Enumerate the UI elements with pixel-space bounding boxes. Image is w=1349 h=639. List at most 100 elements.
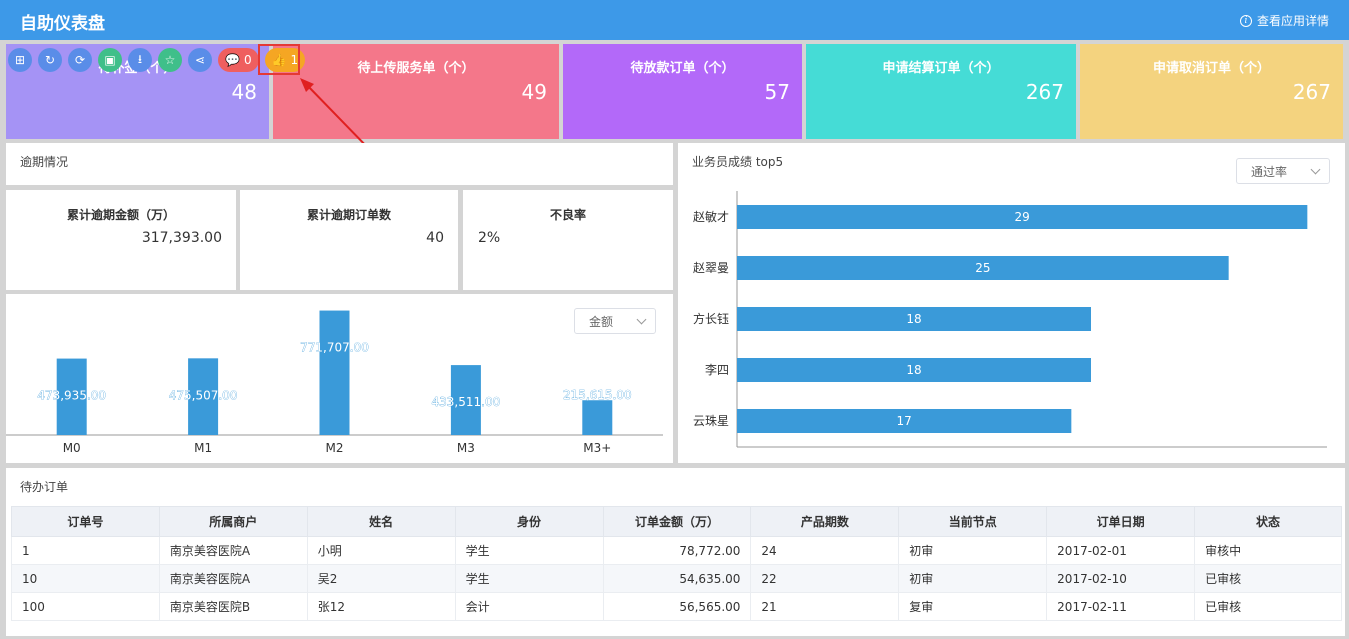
table-cell: 24 <box>750 536 900 565</box>
data-label: 771,707.00 <box>300 341 369 355</box>
column-header[interactable]: 订单日期 <box>1046 506 1196 537</box>
bar-4 <box>737 409 1072 433</box>
table-cell: 56,565.00 <box>602 592 752 621</box>
kpi-label: 待上传服务单（个） <box>357 61 475 76</box>
stat-value: 40 <box>426 230 444 246</box>
data-label: 18 <box>906 312 921 326</box>
bar-0 <box>737 205 1308 229</box>
table-cell: 初审 <box>898 564 1048 593</box>
kpi-value: 49 <box>521 80 547 104</box>
kpi-card-settlement[interactable]: 申请结算订单（个） 267 <box>806 44 1076 139</box>
kpi-card-cancel[interactable]: 申请取消订单（个） 267 <box>1080 44 1343 139</box>
data-label: 475,507.00 <box>169 388 238 402</box>
comment-button[interactable]: 💬 0 <box>218 48 259 72</box>
bar-M3 <box>450 365 481 435</box>
reload-icon: ⟳ <box>74 53 86 67</box>
stat-bad-rate: 不良率 2% <box>463 190 673 290</box>
download-button[interactable]: ⭳ <box>128 48 152 72</box>
table-header-row: 订单号 所属商户 姓名 身份 订单金额（万） 产品期数 当前节点 订单日期 状态 <box>11 506 1342 537</box>
kpi-value: 267 <box>1025 80 1064 104</box>
data-label: 18 <box>906 363 921 377</box>
table-row[interactable]: 100 南京美容医院B 张12 会计 56,565.00 21 复审 2017-02-11 已审… <box>11 592 1342 621</box>
table-cell: 2017-02-01 <box>1046 536 1196 565</box>
table-cell: 小明 <box>306 536 456 565</box>
comment-icon: 💬 <box>225 53 240 67</box>
salesman-panel: 业务员成绩 top5 通过率 29 赵敏才 25 赵翠曼 18 方长钰 18 李四 17 云珠星 <box>678 143 1345 463</box>
kpi-card-pending-loan[interactable]: 待放款订单（个） 57 <box>563 44 802 139</box>
table-row[interactable]: 1 南京美容医院A 小明 学生 78,772.00 24 初审 2017-02-01 审核中 <box>11 536 1342 565</box>
pass-rate-dropdown[interactable]: 通过率 <box>1236 158 1330 184</box>
stat-value: 317,393.00 <box>141 230 222 246</box>
amount-dropdown[interactable]: 金额 <box>574 308 656 334</box>
overdue-chart-panel: 金额 473,935.00 M0 475,507.00 M1 771,707.00 M2 4… <box>6 294 673 463</box>
table-cell: 2017-02-10 <box>1046 564 1196 593</box>
star-button[interactable]: ☆ <box>158 48 182 72</box>
save-button[interactable]: ▣ <box>98 48 122 72</box>
table-cell: 南京美容医院B <box>158 592 308 621</box>
kpi-label: 待放款订单（个） <box>630 61 735 76</box>
table-cell: 初审 <box>898 536 1048 565</box>
info-icon: i <box>1239 14 1252 27</box>
column-header[interactable]: 姓名 <box>306 506 456 537</box>
stat-label: 累计逾期订单数 <box>306 208 391 222</box>
table-row[interactable]: 10 南京美容医院A 吴2 学生 54,635.00 22 初审 2017-02-10 已审核 <box>11 564 1342 593</box>
table-cell: 会计 <box>454 592 604 621</box>
table-cell: 张12 <box>306 592 456 621</box>
table-cell: 1 <box>11 536 160 565</box>
overdue-bar-chart: 473,935.00 M0 475,507.00 M1 771,707.00 M2 433,… <box>6 310 663 455</box>
y-tick-label: 方长钰 <box>693 311 729 326</box>
table-cell: 100 <box>11 592 160 621</box>
column-header[interactable]: 订单号 <box>11 506 160 537</box>
kpi-value: 57 <box>764 80 790 104</box>
kpi-card-pending-upload[interactable]: 待上传服务单（个） 49 <box>273 44 559 139</box>
like-count: 1 <box>290 53 299 67</box>
app-title: 自助仪表盘 <box>20 14 105 34</box>
salesman-title: 业务员成绩 top5 <box>692 155 784 169</box>
y-tick-label: 李四 <box>705 362 729 377</box>
x-tick-label: M3 <box>457 441 475 455</box>
like-highlight-box <box>258 44 300 75</box>
refresh-button[interactable]: ↻ <box>38 48 62 72</box>
thumbs-up-icon: 👍 <box>271 53 287 67</box>
table-cell: 南京美容医院A <box>158 536 308 565</box>
column-header[interactable]: 当前节点 <box>898 506 1048 537</box>
bar-2 <box>737 307 1091 331</box>
table-cell: 78,772.00 <box>602 536 752 565</box>
data-label: 473,935.00 <box>37 389 106 403</box>
table-cell: 吴2 <box>306 564 456 593</box>
x-tick-label: M3+ <box>583 441 611 455</box>
column-header[interactable]: 状态 <box>1194 506 1342 537</box>
data-label: 25 <box>975 261 990 275</box>
view-app-detail-link[interactable]: i 查看应用详情 <box>1239 12 1329 29</box>
data-label: 17 <box>897 414 912 428</box>
y-tick-label: 赵敏才 <box>693 209 729 224</box>
todo-title: 待办订单 <box>20 480 69 494</box>
data-label: 29 <box>1015 210 1030 224</box>
pass-rate-dropdown-value: 通过率 <box>1251 164 1288 179</box>
column-header[interactable]: 产品期数 <box>750 506 900 537</box>
column-header[interactable]: 订单金额（万） <box>602 506 752 537</box>
column-header[interactable]: 所属商户 <box>158 506 308 537</box>
reload-button[interactable]: ⟳ <box>68 48 92 72</box>
grid-button[interactable]: ⊞ <box>8 48 32 72</box>
refresh-icon: ↻ <box>44 53 56 67</box>
save-icon: ▣ <box>104 53 116 67</box>
grid-icon: ⊞ <box>14 53 26 67</box>
star-icon: ☆ <box>164 53 176 67</box>
data-label: 433,511.00 <box>432 395 501 409</box>
column-header[interactable]: 身份 <box>454 506 604 537</box>
table-cell: 已审核 <box>1194 564 1342 593</box>
data-label: 215,615.00 <box>563 388 632 402</box>
stat-overdue-orders: 累计逾期订单数 40 <box>240 190 458 290</box>
dashboard-toolbar: ⊞ ↻ ⟳ ▣ ⭳ ☆ ⋖ 💬 0 👍 1 <box>8 48 306 72</box>
share-button[interactable]: ⋖ <box>188 48 212 72</box>
share-icon: ⋖ <box>194 53 206 67</box>
todo-table: 订单号 所属商户 姓名 身份 订单金额（万） 产品期数 当前节点 订单日期 状态 1 南京美容医院… <box>11 506 1342 621</box>
kpi-value: 48 <box>231 80 257 104</box>
table-cell: 南京美容医院A <box>158 564 308 593</box>
table-cell: 54,635.00 <box>602 564 752 593</box>
bar-M2 <box>319 310 350 435</box>
y-tick-label: 云珠星 <box>693 414 729 428</box>
bar-M1 <box>188 358 219 435</box>
table-cell: 21 <box>750 592 900 621</box>
